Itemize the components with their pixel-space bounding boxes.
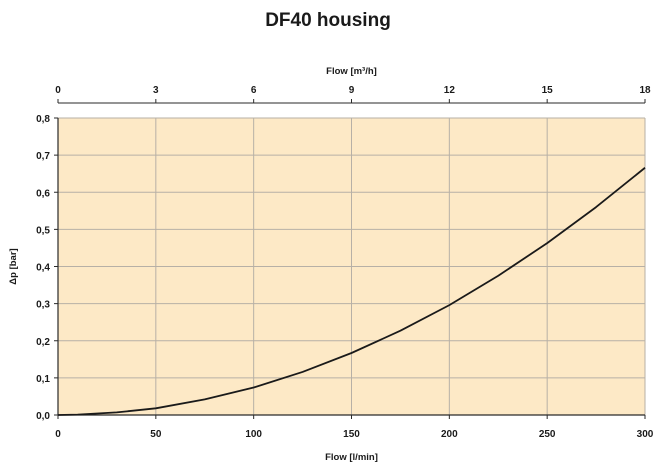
x-tick-label: 150 — [343, 429, 360, 440]
x-tick-label: 200 — [441, 429, 458, 440]
top-tick-label: 12 — [444, 85, 456, 96]
y-tick-label: 0,8 — [36, 114, 50, 125]
y-tick-label: 0,4 — [36, 263, 50, 274]
top-tick-label: 15 — [542, 85, 554, 96]
tick-labels: 0 50 100 150 200 250 300 0 3 6 9 12 15 18 0,0 0,1 0,2 0,3… — [36, 85, 654, 440]
y-tick-label: 0,2 — [36, 337, 50, 348]
series-line — [57, 167, 646, 416]
x-tick-label: 300 — [637, 429, 654, 440]
top-tick-label: 9 — [349, 85, 355, 96]
top-tick-label: 0 — [55, 85, 61, 96]
x-tick-label: 0 — [55, 429, 61, 440]
x-axis-title: Flow [l/min] — [325, 452, 378, 463]
top-tick-label: 3 — [153, 85, 159, 96]
y-axis-title: Δp [bar] — [8, 248, 19, 284]
x-tick-label: 100 — [245, 429, 262, 440]
y-tick-label: 0,6 — [36, 188, 50, 199]
top-axis-title: Flow [m³/h] — [326, 66, 377, 77]
x-tick-label: 50 — [150, 429, 162, 440]
chart-title: DF40 housing — [265, 10, 391, 31]
y-tick-label: 0,1 — [36, 374, 50, 385]
axes — [54, 99, 646, 419]
top-tick-label: 18 — [639, 85, 651, 96]
y-tick-label: 0,5 — [36, 225, 50, 236]
y-tick-label: 0,3 — [36, 300, 50, 311]
y-tick-label: 0,7 — [36, 151, 50, 162]
top-tick-label: 6 — [251, 85, 257, 96]
y-tick-label: 0,0 — [36, 411, 50, 422]
x-tick-label: 250 — [539, 429, 556, 440]
